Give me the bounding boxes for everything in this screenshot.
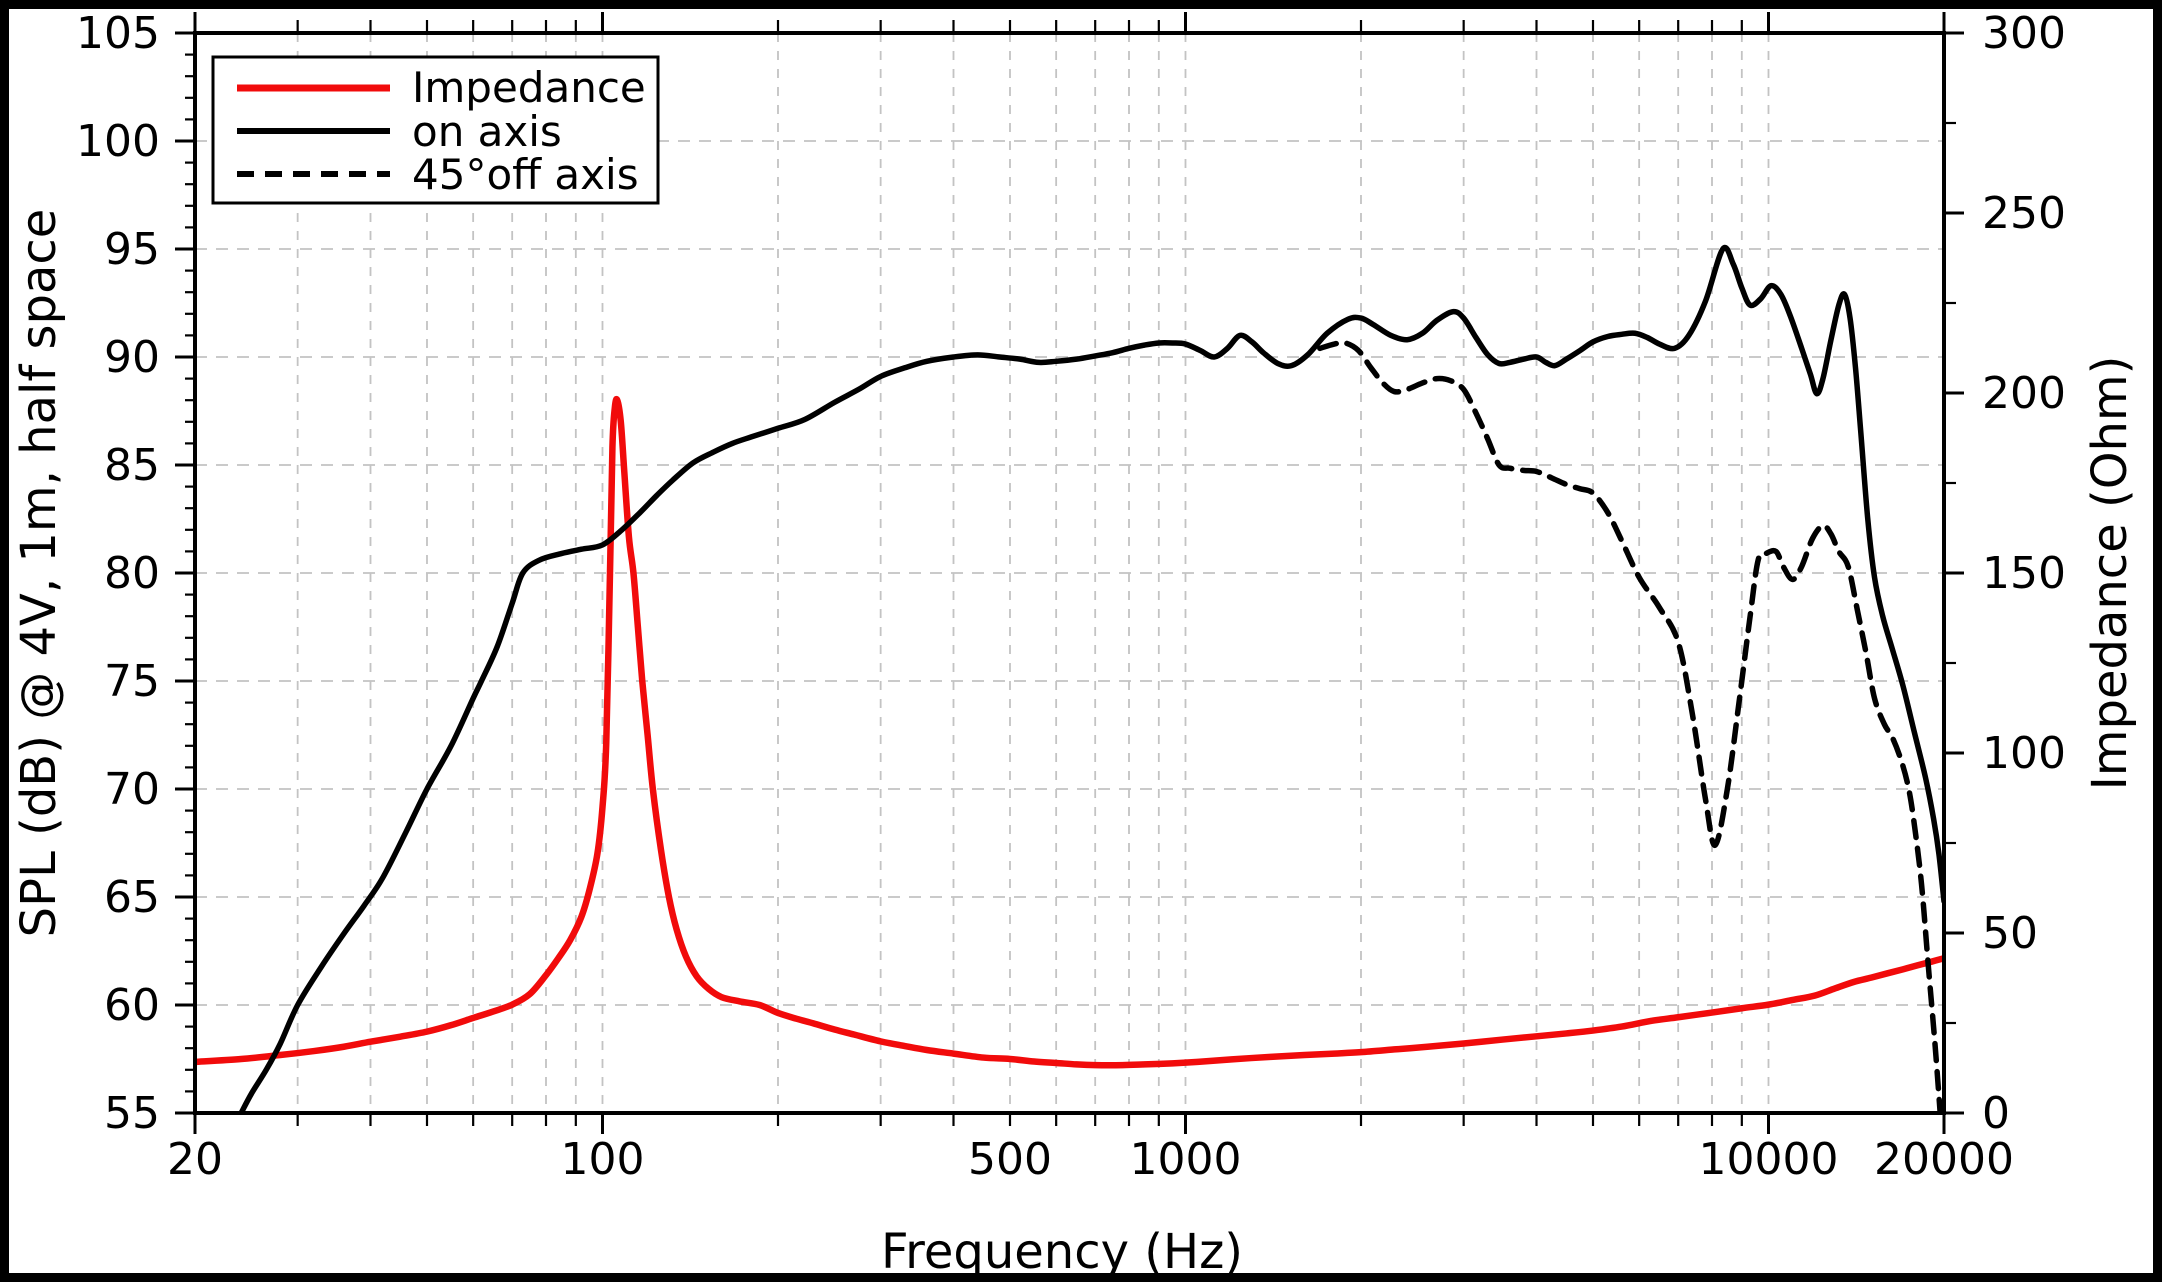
legend-label-impedance: Impedance [412, 63, 646, 112]
y-right-tick-label: 50 [1982, 908, 2038, 959]
curves [195, 244, 1944, 1113]
y-left-tick-label: 70 [104, 764, 160, 815]
x-tick-label: 20000 [1874, 1134, 2014, 1185]
y-right-tick-label: 0 [1982, 1088, 2010, 1139]
y-axis-title-left: SPL (dB) @ 4V, 1m, half space [11, 209, 67, 938]
y-axis-title-right: Impedance (Ohm) [2082, 356, 2138, 791]
y-left-tick-label: 75 [104, 656, 160, 707]
legend: Impedance on axis 45°off axis [211, 55, 660, 205]
y-left-tick-label: 65 [104, 872, 160, 923]
y-left-tick-label: 95 [104, 224, 160, 275]
y-left-tick-label: 90 [104, 332, 160, 383]
y-right-tick-label: 200 [1982, 368, 2066, 419]
x-tick-label: 500 [968, 1134, 1052, 1185]
x-tick-label: 100 [561, 1134, 645, 1185]
y-right-tick-label: 150 [1982, 548, 2066, 599]
x-axis-title: Frequency (Hz) [881, 1224, 1243, 1280]
y-left-tick-label: 100 [76, 116, 160, 167]
y-right-tick-label: 100 [1982, 728, 2066, 779]
plot-frame [193, 31, 1946, 1115]
y-left-tick-label: 85 [104, 440, 160, 491]
x-tick-label: 20 [167, 1134, 223, 1185]
y-left-tick-label: 105 [76, 8, 160, 59]
legend-label-off-axis: 45°off axis [412, 150, 639, 199]
impedance-curve [195, 395, 1944, 1069]
y-left-tick-label: 55 [104, 1088, 160, 1139]
x-tick-label: 1000 [1130, 1134, 1242, 1185]
axis-tick-labels: 20 100 500 1000 10000 20000556065707580859095… [76, 8, 2066, 1185]
legend-label-on-axis: on axis [412, 107, 562, 156]
x-tick-label: 10000 [1699, 1134, 1839, 1185]
on-axis-curve [238, 244, 1944, 1113]
y-left-tick-label: 80 [104, 548, 160, 599]
y-left-tick-label: 60 [104, 980, 160, 1031]
off-axis-curve [1317, 339, 1943, 1113]
y-right-tick-label: 300 [1982, 8, 2066, 59]
y-right-tick-label: 250 [1982, 188, 2066, 239]
